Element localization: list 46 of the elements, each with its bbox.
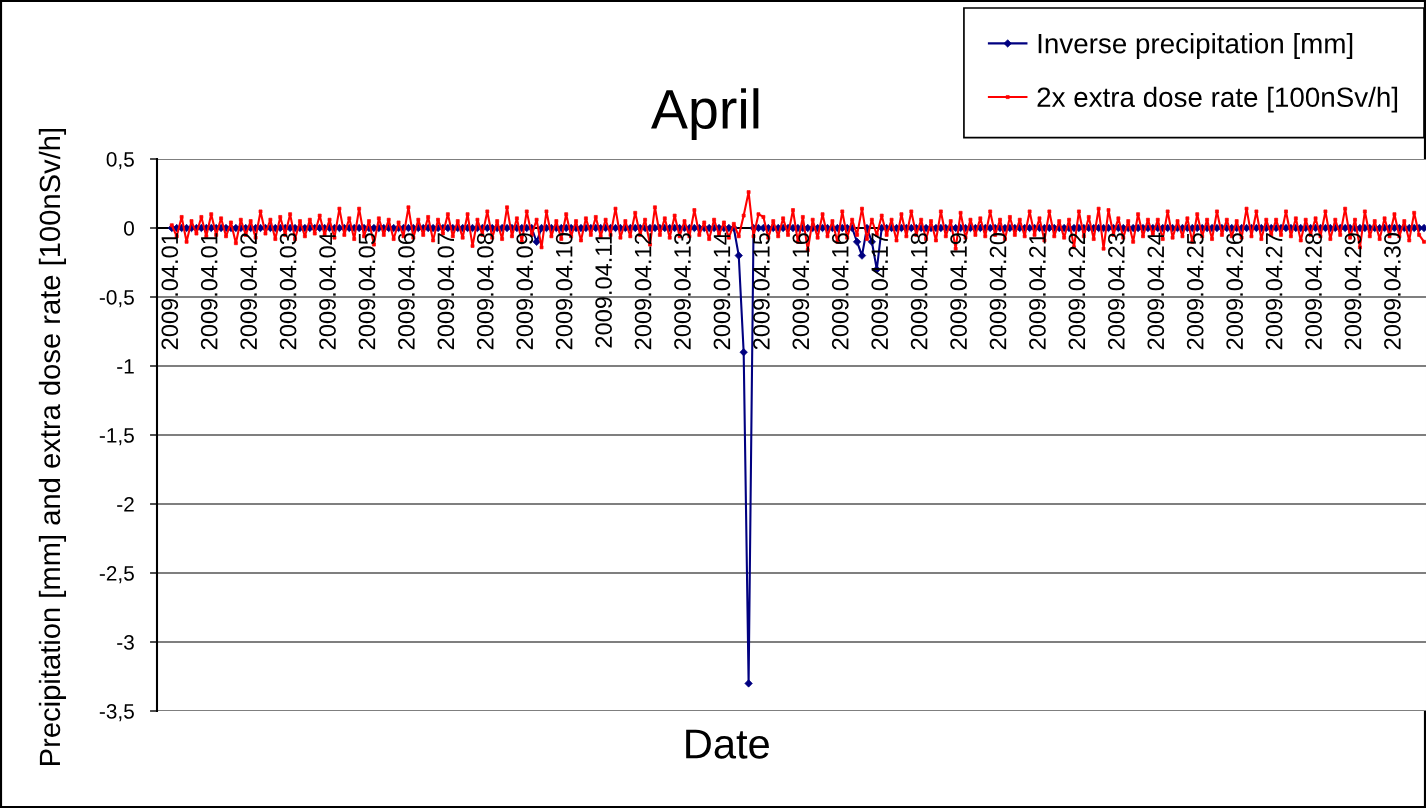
y-tick-label: -3: [117, 635, 134, 650]
x-axis-title: Date: [686, 729, 769, 759]
chart-title: April: [651, 88, 759, 140]
y-tick-label: -2: [117, 497, 134, 512]
x-tick-label: 2009.04.26: [1226, 233, 1244, 350]
x-tick-label: 2009.04.04: [319, 232, 336, 350]
x-tick-label: 2009.04.27: [1265, 233, 1283, 350]
x-tick-label: 2009.04.01: [200, 233, 218, 350]
x-tick-label: 2009.04.09: [516, 233, 534, 350]
y-tick-label: -3,5: [99, 704, 134, 722]
y-axis-title: Precipitation [mm] and extra dose rate [100nSv/h]: [38, 129, 67, 765]
y-tick-label: -1,5: [99, 428, 134, 446]
x-tick-label: 2009.04.14: [713, 232, 731, 350]
x-tick-label: 2009.04.24: [1147, 232, 1165, 350]
x-tick-label: 2009.04.17: [871, 233, 889, 350]
x-tick-label: 2009.04.10: [555, 233, 573, 350]
x-tick-label: 2009.04.11: [595, 233, 612, 348]
x-tick-label: 2009.04.28: [1305, 233, 1322, 350]
x-tick-label: 2009.04.07: [437, 233, 455, 350]
x-tick-label: 2009.04.13: [674, 233, 691, 350]
y-tick-label: 0: [124, 221, 134, 236]
x-tick-label: 2009.04.18: [910, 233, 928, 350]
x-tick-label: 2009.04.06: [398, 233, 415, 350]
legend-label: Inverse precipitation [mm]: [1038, 33, 1353, 59]
x-tick-label: 2009.04.02: [240, 233, 258, 350]
x-tick-label: 2009.04.23: [1107, 233, 1125, 350]
x-tick-label: 2009.04.25: [1186, 233, 1204, 350]
x-tick-label: 2009.04.15: [753, 233, 770, 350]
x-tick-label: 2009.04.20: [989, 233, 1007, 350]
x-tick-label: 2009.04.19: [950, 233, 967, 350]
x-tick-label: 2009.04.30: [1384, 233, 1401, 350]
x-tick-label: 2009.04.01: [161, 233, 179, 350]
legend-label: 2x extra dose rate [100nSv/h]: [1037, 86, 1398, 113]
x-tick-label: 2009.04.21: [1029, 233, 1046, 350]
x-tick-label: 2009.04.22: [1068, 233, 1086, 350]
x-tick-label: 2009.04.16: [831, 233, 849, 350]
y-tick-label: -0,5: [99, 290, 134, 308]
x-tick-label: 2009.04.03: [279, 233, 297, 350]
x-tick-label: 2009.04.08: [476, 233, 494, 350]
x-tick-label: 2009.04.29: [1344, 233, 1362, 350]
x-tick-label: 2009.04.12: [634, 233, 652, 350]
x-tick-label: 2009.04.16: [792, 233, 810, 350]
y-tick-label: -2,5: [99, 566, 134, 584]
y-tick-label: 0,5: [106, 152, 134, 170]
x-tick-label: 2009.04.05: [358, 233, 376, 350]
y-tick-label: -1: [117, 359, 134, 374]
